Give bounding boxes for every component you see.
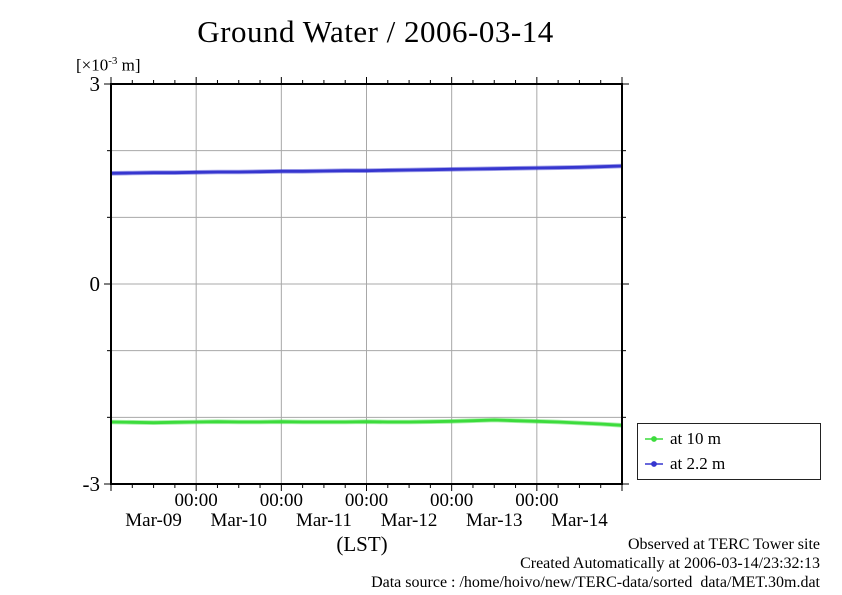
y-unit-prefix: [×10 <box>76 55 109 75</box>
blue-line-marker-icon <box>645 461 663 467</box>
x-day-tick-label: Mar-09 <box>125 510 182 531</box>
x-day-tick-label: Mar-13 <box>466 510 523 531</box>
chart-title: Ground Water / 2006-03-14 <box>197 14 554 49</box>
legend-item-at-2-2m: at 2.2 m <box>645 454 820 474</box>
legend-label: at 10 m <box>670 429 721 448</box>
x-time-tick-label: 00:00 <box>430 490 473 511</box>
footer-observed-site: Observed at TERC Tower site <box>627 536 820 553</box>
footer-created-timestamp: Created Automatically at 2006-03-14/23:3… <box>520 555 820 572</box>
x-axis-label: (LST) <box>336 532 388 556</box>
legend-item-at-10m: at 10 m <box>645 429 820 449</box>
x-time-tick-label: 00:00 <box>345 490 388 511</box>
legend-label: at 2.2 m <box>670 454 726 473</box>
y-tick-label: -3 <box>83 472 101 496</box>
y-tick-label: 0 <box>90 272 101 296</box>
x-time-tick-label: 00:00 <box>175 490 218 511</box>
y-unit-suffix: m] <box>117 55 141 75</box>
series-line-at-2-2-m-core <box>110 164 623 175</box>
green-line-marker-icon <box>645 436 663 442</box>
y-unit-exponent: -3 <box>108 55 118 67</box>
x-time-tick-label: 00:00 <box>260 490 303 511</box>
x-day-tick-label: Mar-11 <box>296 510 352 531</box>
x-time-tick-label: 00:00 <box>515 490 558 511</box>
x-day-tick-label: Mar-14 <box>551 510 608 531</box>
x-day-tick-label: Mar-12 <box>381 510 438 531</box>
footer-data-source-path: Data source : /home/hoivo/new/TERC-data/… <box>371 574 820 591</box>
y-tick-label: 3 <box>90 72 101 96</box>
series-line-at-10-m-core <box>110 418 623 427</box>
x-day-tick-label: Mar-10 <box>210 510 267 531</box>
y-axis-unit-label: [×10-3 m] <box>76 55 141 76</box>
legend: at 10 m at 2.2 m <box>637 423 821 480</box>
